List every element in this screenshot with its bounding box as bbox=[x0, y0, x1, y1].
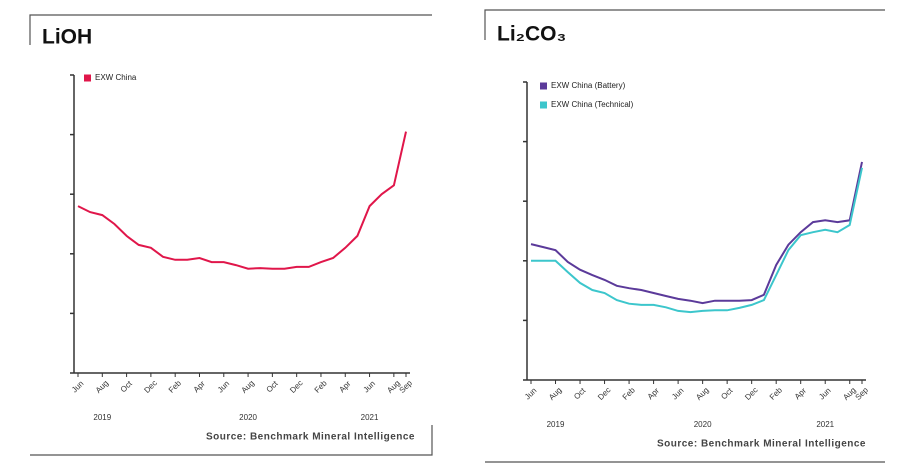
x-tick-label: Oct bbox=[719, 386, 735, 402]
x-tick-label: Apr bbox=[646, 386, 661, 401]
x-tick-label: Jun bbox=[70, 379, 85, 394]
line-series bbox=[77, 131, 407, 270]
line-series bbox=[531, 167, 863, 314]
x-tick-label: Dec bbox=[596, 386, 612, 402]
x-tick-label: Oct bbox=[572, 386, 588, 402]
x-tick-label: Feb bbox=[621, 385, 638, 402]
x-tick-label: Aug bbox=[694, 386, 710, 402]
legend-label: EXW China (Battery) bbox=[551, 81, 626, 90]
x-tick-label: Apr bbox=[192, 379, 207, 394]
x-tick-label: Jun bbox=[670, 386, 685, 401]
frame bbox=[29, 14, 432, 45]
legend-swatch bbox=[84, 74, 91, 82]
x-tick-label: Aug bbox=[240, 379, 256, 395]
frame bbox=[484, 9, 885, 40]
x-tick-label: Apr bbox=[337, 379, 352, 394]
x-tick-label: Dec bbox=[743, 386, 759, 402]
x-tick-label: Dec bbox=[288, 379, 304, 395]
x-tick-label: Feb bbox=[167, 378, 184, 395]
year-label: 2019 bbox=[93, 413, 111, 422]
x-tick-label: Feb bbox=[768, 385, 785, 402]
frame bbox=[30, 425, 433, 456]
x-tick-label: Jun bbox=[362, 379, 377, 394]
legend-swatch bbox=[540, 82, 547, 90]
legend-label: EXW China (Technical) bbox=[551, 100, 634, 109]
x-tick-label: Feb bbox=[313, 378, 330, 395]
x-tick-label: Aug bbox=[94, 379, 110, 395]
year-label: 2021 bbox=[361, 413, 379, 422]
x-tick-label: Jun bbox=[216, 379, 231, 394]
x-tick-label: Jun bbox=[817, 386, 832, 401]
x-tick-label: Oct bbox=[265, 379, 281, 395]
x-tick-label: Oct bbox=[119, 379, 135, 395]
x-tick-label: Aug bbox=[547, 386, 563, 402]
x-tick-label: Sep bbox=[398, 378, 415, 395]
x-tick-label: Jun bbox=[523, 386, 538, 401]
year-label: 2019 bbox=[547, 420, 565, 429]
x-tick-label: Sep bbox=[854, 385, 871, 402]
year-label: 2021 bbox=[816, 420, 834, 429]
chart-title: LiOH bbox=[42, 26, 92, 49]
legend-swatch bbox=[540, 101, 547, 109]
source: Source: Benchmark Mineral Intelligence bbox=[206, 432, 415, 443]
x-tick-label: Apr bbox=[793, 386, 808, 401]
chart-title: Li₂CO₃ bbox=[497, 23, 566, 46]
source: Source: Benchmark Mineral Intelligence bbox=[657, 439, 866, 450]
legend-label: EXW China bbox=[95, 73, 137, 82]
x-tick-label: Dec bbox=[142, 379, 158, 395]
year-label: 2020 bbox=[239, 413, 257, 422]
line-series bbox=[530, 161, 863, 305]
year-label: 2020 bbox=[694, 420, 712, 429]
